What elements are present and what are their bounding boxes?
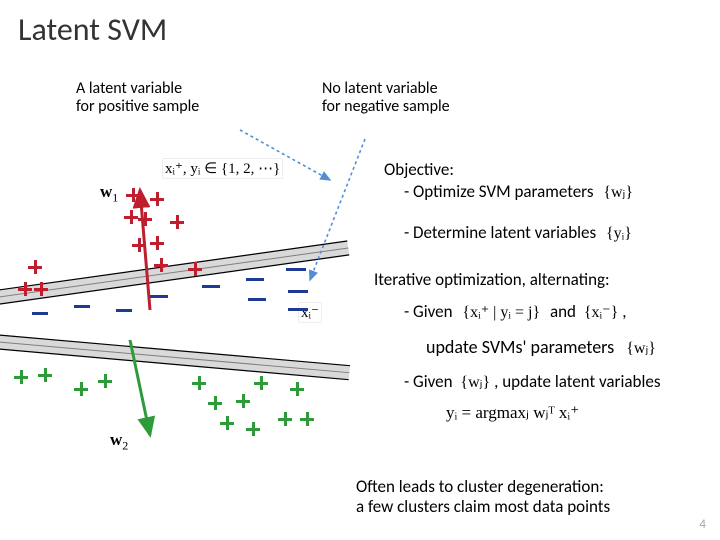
w2-label: w2 [110,430,128,453]
math-set-xneg: {xᵢ⁻} [584,304,618,321]
slide-title: Latent SVM [18,10,167,49]
iter-given1-a: - Given [404,301,453,322]
plus-mark [14,370,28,384]
diagram-svg [10,150,350,450]
minus-mark [246,278,264,281]
plus-mark [126,188,140,202]
w1-label: w1 [100,182,118,205]
plus-mark [188,262,202,276]
degen-line1: Often leads to cluster degeneration: [356,477,706,497]
objective-block: Objective: - Optimize SVM parameters {wⱼ… [356,160,706,243]
plus-mark [246,422,260,436]
minus-mark [288,290,308,293]
degeneration-block: Often leads to cluster degeneration: a f… [356,477,706,518]
minus-mark [202,285,220,288]
plus-mark [192,376,206,390]
plus-mark [124,210,138,224]
plus-mark [28,260,42,274]
bottom-band [0,334,350,379]
math-wj-3: {wⱼ} [460,374,490,391]
minus-mark [286,268,306,271]
minus-mark [116,309,132,312]
minus-mark [288,308,308,311]
minus-mark [150,295,168,298]
plus-mark [38,368,52,382]
degen-line2: a few clusters claim most data points [356,497,706,517]
minus-mark [248,298,266,301]
plus-mark [208,396,222,410]
iter-given1-c: , [622,301,626,322]
page-number: 4 [699,517,706,532]
plus-mark [300,412,314,426]
objective-title: Objective: [384,160,706,180]
math-argmax: yᵢ = argmaxⱼ wⱼᵀ xᵢ⁺ [446,403,716,423]
plus-mark [18,282,32,296]
pos-sample-annotation: A latent variable for positive sample [76,80,199,117]
iter-given2-a: - Given [404,371,453,392]
plus-mark [170,215,184,229]
math-wj-2: {wⱼ} [626,340,656,357]
iterative-block: Iterative optimization, alternating: - G… [356,270,716,423]
math-wj: {wⱼ} [603,184,633,201]
minus-mark [32,312,48,315]
plus-mark [138,212,152,226]
iter-given2-b: , update latent variables [494,371,660,392]
plus-mark [154,258,168,272]
plus-mark [290,382,304,396]
plus-mark [278,412,292,426]
plus-mark [236,394,250,408]
neg-sample-annotation: No latent variable for negative sample [322,80,450,117]
plus-mark [220,416,234,430]
plus-mark [132,238,146,252]
plus-mark [34,282,48,296]
math-set-xy: {xᵢ⁺ | yᵢ = j} [462,304,540,321]
svm-diagram: w1 w2 [10,150,350,450]
plus-mark [74,382,88,396]
iter-title: Iterative optimization, alternating: [374,270,716,290]
top-band [0,241,349,305]
iter-given1-b: and [550,301,576,322]
plus-mark [150,192,164,206]
dashed-arrow-1 [240,130,330,180]
plus-mark [98,374,112,388]
objective-b2: - Determine latent variables [404,222,596,243]
iter-update1: update SVMs' parameters [426,336,614,358]
math-yi: {yᵢ} [606,225,632,242]
plus-mark [150,236,164,250]
minus-mark [74,305,90,308]
plus-mark [254,376,268,390]
objective-b1: - Optimize SVM parameters [404,181,593,202]
